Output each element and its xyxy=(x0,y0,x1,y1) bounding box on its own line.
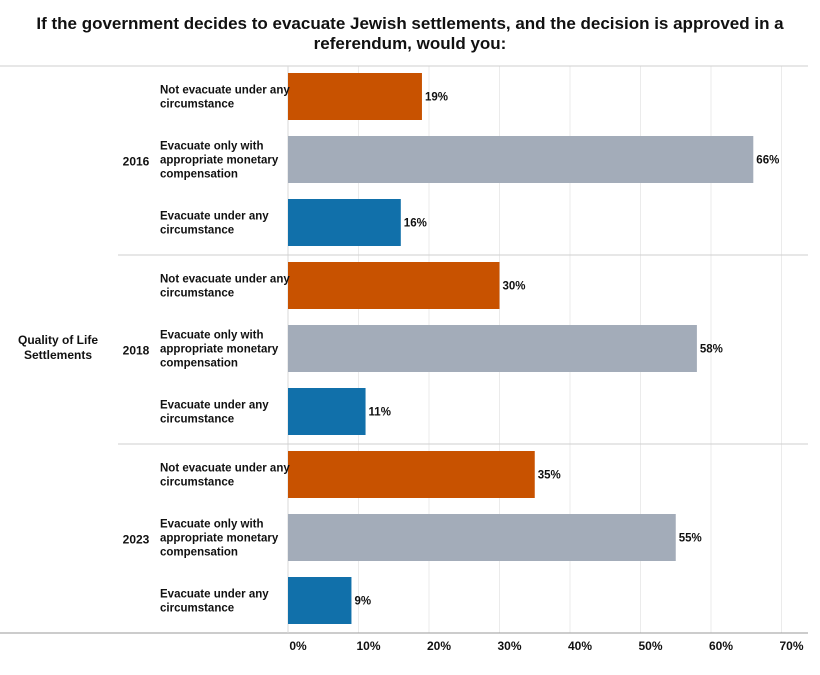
category-label: Evacuate only with xyxy=(160,519,264,531)
x-tick-label: 70% xyxy=(779,639,803,653)
x-tick-label: 60% xyxy=(709,639,733,653)
x-tick-label: 0% xyxy=(289,639,307,653)
bar xyxy=(288,325,697,372)
bar xyxy=(288,388,366,435)
bar xyxy=(288,136,754,183)
category-label: Evacuate only with xyxy=(160,330,264,342)
category-label: Evacuate under any xyxy=(160,211,269,223)
category-label: compensation xyxy=(160,358,238,370)
data-label: 16% xyxy=(404,218,427,230)
category-label: circumstance xyxy=(160,288,234,300)
category-label: Evacuate under any xyxy=(160,400,269,412)
category-label: circumstance xyxy=(160,225,234,237)
bar xyxy=(288,514,676,561)
category-label: compensation xyxy=(160,547,238,559)
bar xyxy=(288,262,500,309)
x-tick-label: 10% xyxy=(356,639,380,653)
category-label: Not evacuate under any xyxy=(160,274,290,286)
data-label: 66% xyxy=(756,155,779,167)
category-label: Evacuate under any xyxy=(160,589,269,601)
x-tick-label: 20% xyxy=(427,639,451,653)
year-label: 2016 xyxy=(123,155,150,169)
category-label: appropriate monetary xyxy=(160,533,279,545)
data-label: 11% xyxy=(369,407,391,419)
data-label: 19% xyxy=(425,92,448,104)
category-label: circumstance xyxy=(160,603,234,615)
category-label: circumstance xyxy=(160,414,234,426)
x-tick-label: 40% xyxy=(568,639,592,653)
bar xyxy=(288,577,352,624)
category-label: Evacuate only with xyxy=(160,141,264,153)
category-label: appropriate monetary xyxy=(160,155,279,167)
chart-title: If the government decides to evacuate Je… xyxy=(36,14,784,53)
data-label: 30% xyxy=(503,281,526,293)
x-tick-label: 30% xyxy=(497,639,521,653)
bar xyxy=(288,199,401,246)
category-label: appropriate monetary xyxy=(160,344,279,356)
row-header: Settlements xyxy=(24,348,92,362)
year-label: 2018 xyxy=(123,344,150,358)
category-label: compensation xyxy=(160,169,238,181)
data-label: 9% xyxy=(354,596,371,608)
data-label: 35% xyxy=(538,470,561,482)
category-label: circumstance xyxy=(160,99,234,111)
category-label: Not evacuate under any xyxy=(160,463,290,475)
year-label: 2023 xyxy=(123,533,150,547)
data-label: 55% xyxy=(679,533,702,545)
x-tick-label: 50% xyxy=(638,639,662,653)
bar xyxy=(288,451,535,498)
data-label: 58% xyxy=(700,344,723,356)
category-label: circumstance xyxy=(160,477,234,489)
category-label: Not evacuate under any xyxy=(160,85,290,97)
row-header: Quality of Life xyxy=(18,333,98,347)
bar xyxy=(288,73,422,120)
